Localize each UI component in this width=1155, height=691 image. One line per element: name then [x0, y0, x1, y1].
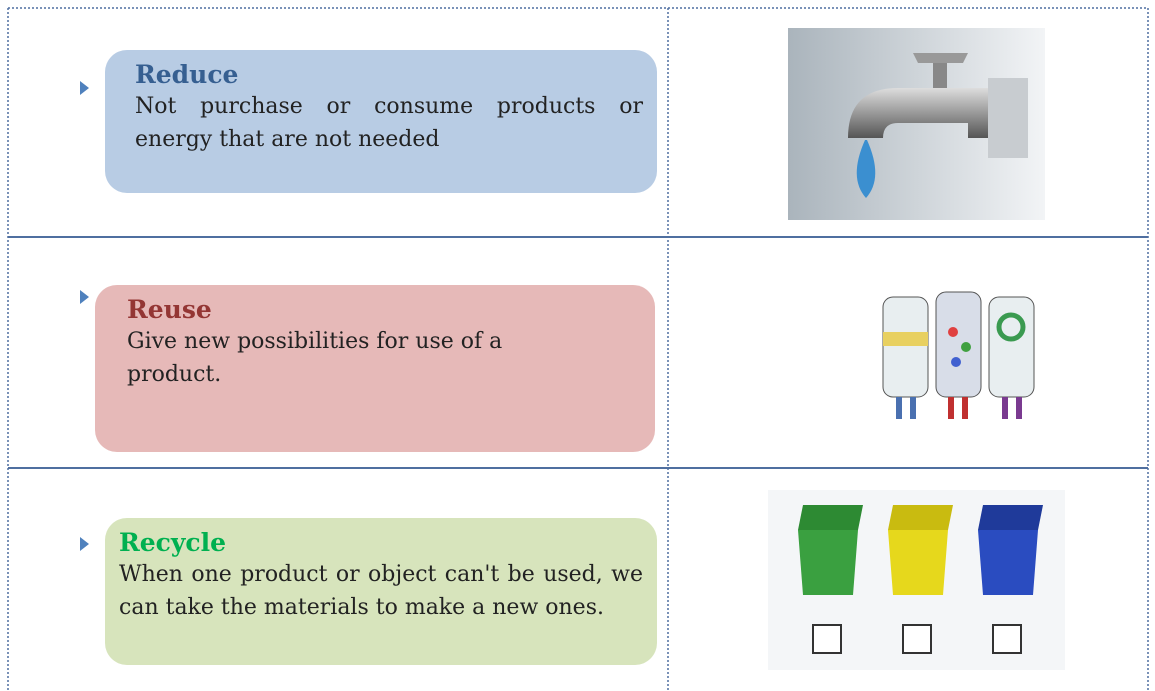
row-title: Reuse	[127, 295, 212, 324]
row-title: Recycle	[119, 528, 227, 557]
bullet	[80, 537, 89, 551]
bottles-image	[858, 272, 1060, 435]
bullet	[80, 290, 89, 304]
row-text: When one product or object can't be used…	[119, 562, 643, 620]
bullet	[80, 81, 89, 95]
row-text: Not purchase or consume products or ener…	[135, 94, 643, 152]
reuse-box: Reuse Give new possibilities for use of …	[95, 285, 655, 452]
bins-image	[768, 490, 1065, 670]
faucet-image	[788, 28, 1045, 220]
reduce-box: Reduce Not purchase or consume products …	[105, 50, 657, 193]
row-title: Reduce	[135, 60, 239, 89]
row-text: Give new possibilities for use of a prod…	[127, 329, 503, 387]
recycle-box: Recycle When one product or object can't…	[105, 518, 657, 665]
